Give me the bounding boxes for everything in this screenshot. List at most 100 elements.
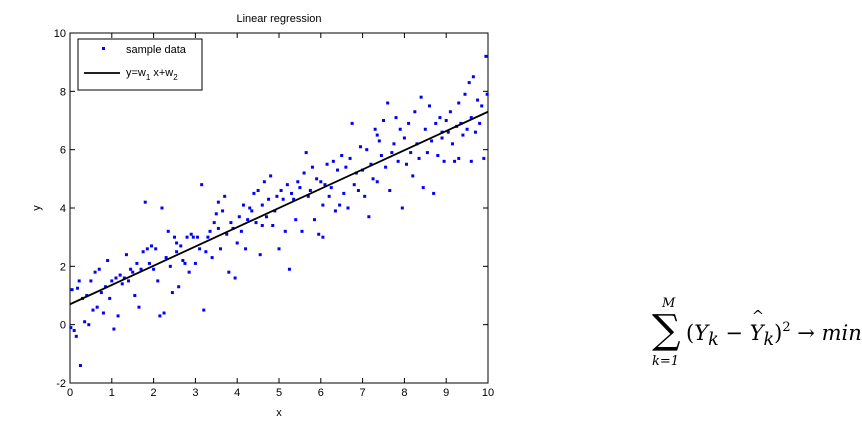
data-point	[227, 270, 231, 274]
data-point	[480, 104, 484, 108]
sum-lower-limit: k=1	[652, 354, 680, 369]
data-point	[116, 314, 120, 318]
data-point	[175, 250, 179, 254]
data-point	[461, 133, 465, 137]
data-point	[260, 224, 264, 227]
data-point	[202, 308, 206, 312]
data-point	[369, 162, 373, 166]
data-point	[338, 203, 342, 207]
data-point	[329, 186, 333, 190]
x-tick-label: 4	[234, 387, 240, 399]
data-point	[444, 119, 448, 122]
data-point	[294, 218, 298, 222]
y-tick-label: 6	[60, 145, 66, 157]
legend-entry-sample-data: sample data	[126, 44, 187, 56]
data-point	[154, 247, 158, 251]
data-point	[83, 320, 87, 324]
y-tick-label: 10	[54, 28, 66, 40]
data-point	[173, 235, 176, 239]
data-point	[336, 168, 340, 172]
data-point	[375, 180, 379, 184]
data-point	[164, 256, 168, 260]
data-point	[189, 232, 193, 236]
data-point	[216, 200, 220, 204]
x-tick-label: 0	[67, 387, 73, 399]
y-axis-label: y	[31, 205, 43, 211]
data-point	[156, 279, 160, 283]
data-point	[327, 194, 331, 198]
data-point	[298, 186, 302, 190]
regression-line	[69, 110, 489, 306]
data-point	[122, 276, 126, 280]
data-point	[323, 183, 327, 187]
data-point	[160, 206, 164, 210]
data-point	[76, 286, 80, 290]
data-point	[204, 250, 208, 254]
data-point	[394, 116, 398, 120]
data-point	[250, 209, 254, 213]
data-point	[256, 189, 260, 192]
data-point	[384, 165, 388, 169]
data-point	[87, 323, 91, 327]
data-point	[246, 218, 250, 222]
data-point	[241, 203, 245, 207]
data-point	[463, 92, 467, 96]
data-point	[396, 159, 400, 163]
data-point	[70, 288, 74, 292]
data-point	[150, 244, 154, 248]
data-point	[72, 329, 76, 332]
data-point	[185, 235, 189, 239]
data-point	[229, 221, 233, 225]
data-point	[331, 159, 335, 163]
data-point	[106, 259, 110, 262]
data-point	[158, 314, 162, 318]
data-point	[340, 154, 344, 157]
data-point	[193, 261, 197, 265]
data-point	[179, 244, 183, 248]
data-point	[348, 156, 352, 160]
data-point	[237, 215, 241, 219]
x-tick-label: 5	[276, 387, 282, 399]
data-point	[141, 250, 145, 254]
data-point	[181, 259, 185, 262]
data-point	[436, 154, 440, 157]
data-point	[315, 177, 319, 181]
data-point	[89, 279, 93, 283]
data-point	[448, 110, 452, 114]
data-point	[78, 364, 82, 367]
data-point	[325, 162, 329, 166]
data-point	[417, 156, 421, 160]
x-tick-label: 3	[192, 387, 198, 399]
data-point	[95, 305, 99, 309]
y-tick-label: 0	[60, 320, 66, 332]
data-point	[476, 98, 480, 102]
data-point	[175, 241, 179, 245]
data-point	[110, 279, 114, 283]
data-point	[162, 311, 166, 315]
data-point	[304, 151, 308, 155]
data-point	[262, 180, 266, 184]
data-point	[264, 215, 268, 219]
data-point	[183, 261, 187, 265]
data-point	[409, 151, 413, 155]
data-point	[112, 327, 116, 331]
data-point	[269, 174, 273, 178]
data-point	[191, 235, 195, 239]
legend-entry-fit-line: y=w1 x+w2	[126, 67, 178, 82]
data-point	[283, 229, 287, 233]
data-point	[177, 285, 181, 289]
data-point	[127, 279, 131, 283]
data-point	[427, 104, 431, 108]
data-point	[407, 121, 411, 125]
data-point	[147, 261, 151, 265]
data-point	[419, 95, 423, 99]
data-point	[137, 305, 141, 309]
data-point	[258, 253, 262, 257]
chart-title: Linear regression	[237, 13, 322, 25]
legend-box	[77, 38, 203, 91]
data-point	[252, 191, 256, 195]
data-point	[221, 209, 225, 213]
formula-body: (Yk − Yk)2 → min	[686, 307, 862, 350]
data-point	[267, 197, 271, 201]
y-tick-label: -2	[56, 378, 66, 390]
